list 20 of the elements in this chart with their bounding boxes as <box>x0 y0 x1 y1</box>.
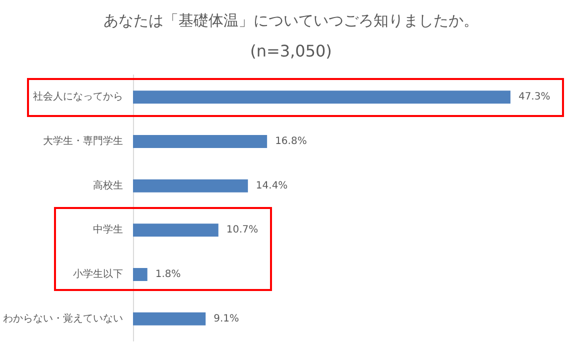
data-label: 14.4% <box>256 180 288 192</box>
bar <box>133 179 248 192</box>
data-label: 47.3% <box>518 92 550 103</box>
data-label: 1.8% <box>155 269 181 280</box>
bar <box>133 268 148 281</box>
bar <box>133 224 218 237</box>
y-tick-label: 社会人になってから <box>33 90 123 103</box>
data-label: 16.8% <box>275 136 307 147</box>
bar <box>133 135 268 148</box>
bar <box>133 90 510 104</box>
data-label: 10.7% <box>226 224 258 236</box>
y-tick-label: 大学生・専門学生 <box>43 135 123 147</box>
y-tick-label: 高校生 <box>93 179 123 192</box>
chart-subtitle: (n=3,050) <box>250 42 332 60</box>
data-label: 9.1% <box>214 313 240 324</box>
bar <box>133 312 206 326</box>
y-tick-label: わからない・覚えていない <box>3 312 123 324</box>
y-tick-label: 中学生 <box>93 224 123 236</box>
chart-title: あなたは「基礎体温」についていつごろ知りましたか。 <box>104 12 478 30</box>
y-tick-label: 小学生以下 <box>73 268 123 280</box>
